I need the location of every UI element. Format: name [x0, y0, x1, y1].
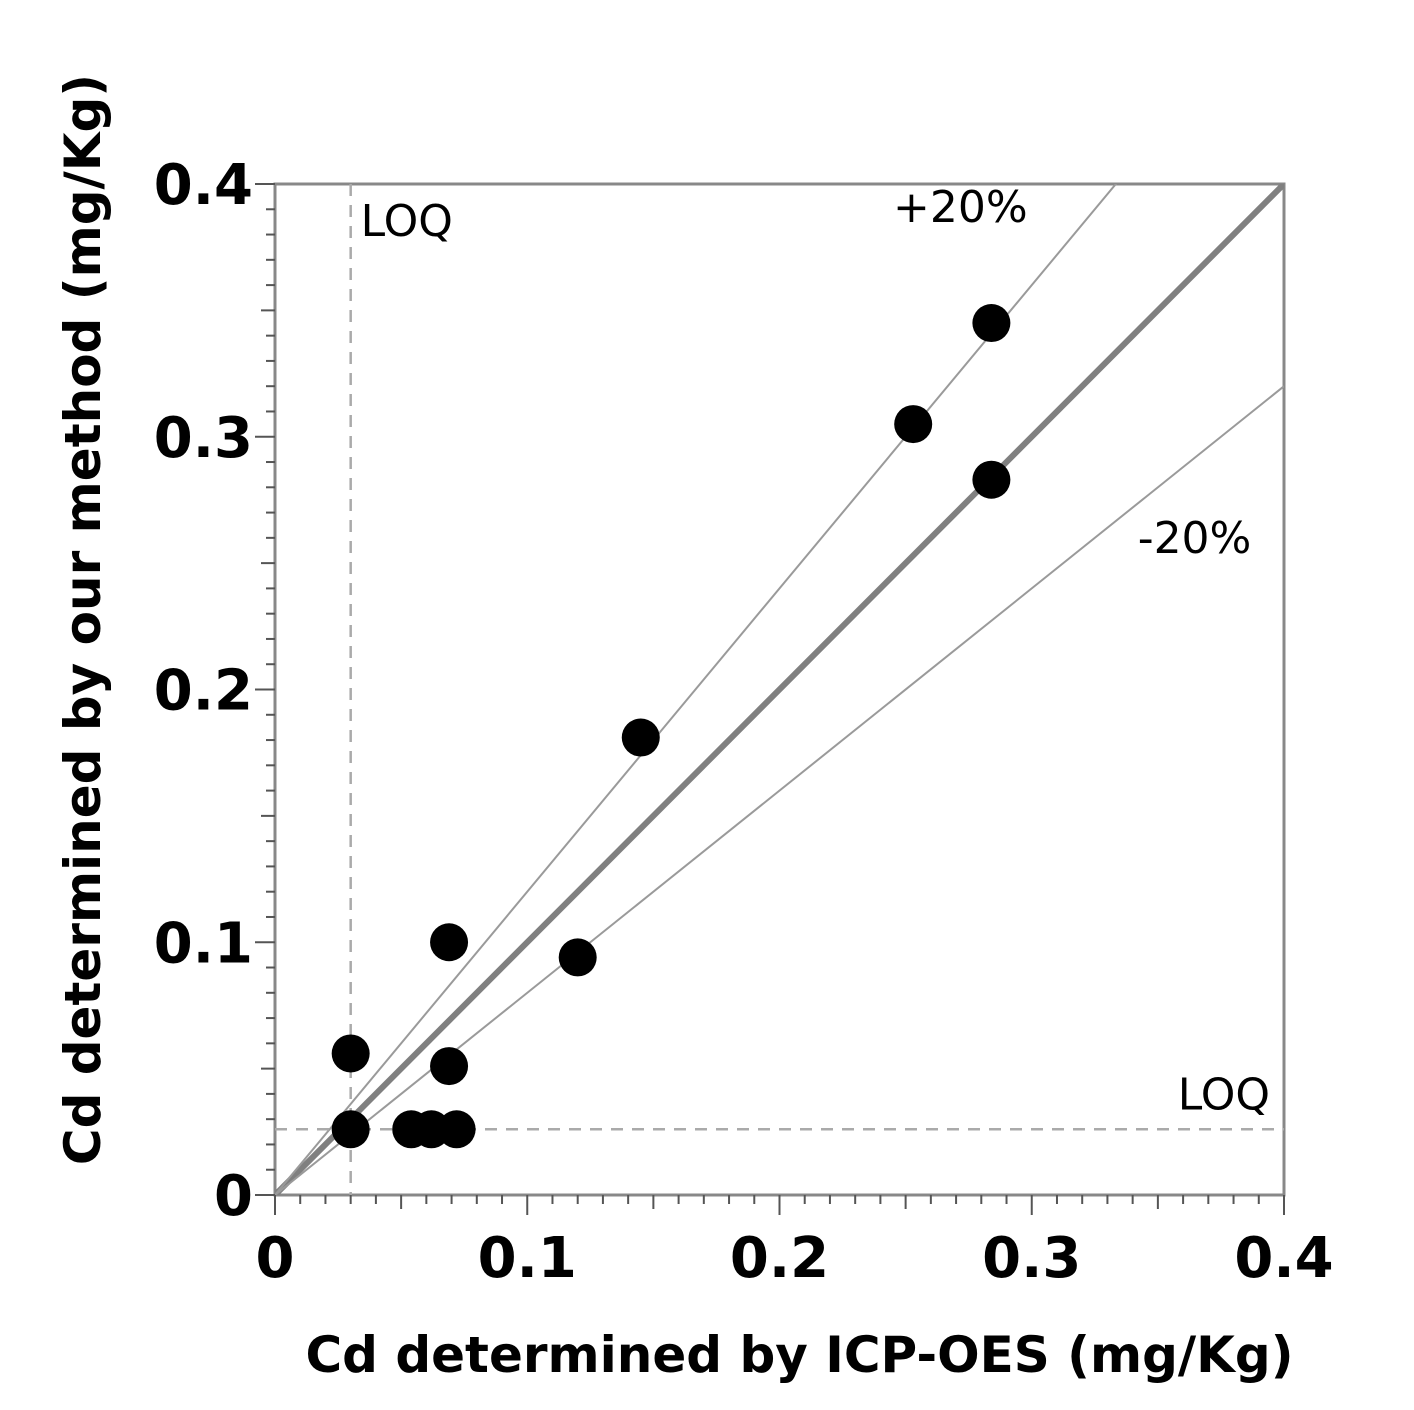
loq-vertical-label: LOQ — [361, 196, 453, 247]
x-tick-label: 0 — [256, 1226, 295, 1291]
x-tick-label: 0.3 — [982, 1226, 1081, 1291]
labels: 0 0.1 0.2 0.3 0.4 0 0.1 0.2 0.3 0.4 Cd determined … — [54, 74, 1334, 1384]
data-point — [437, 1110, 476, 1149]
y-tick-label: 0.3 — [154, 406, 253, 471]
y-tick-label: 0.1 — [154, 911, 253, 976]
data-point — [621, 718, 660, 757]
data-point — [331, 1110, 370, 1149]
reference-lines — [275, 184, 1284, 1195]
y-tick-label: 0 — [214, 1164, 253, 1229]
data-point — [972, 460, 1011, 499]
data-point — [430, 923, 469, 962]
plus-20-label: +20% — [893, 182, 1028, 233]
minus-20-label: -20% — [1138, 513, 1252, 564]
y-tick-label: 0.4 — [154, 153, 253, 218]
data-point — [331, 1034, 370, 1073]
identity-line — [275, 184, 1284, 1195]
x-tick-label: 0.2 — [730, 1226, 829, 1291]
data-point — [972, 304, 1011, 343]
plus-20-line — [275, 184, 1118, 1195]
x-axis-title: Cd determined by ICP-OES (mg/Kg) — [305, 1326, 1293, 1384]
loq-horizontal-label: LOQ — [1178, 1069, 1270, 1120]
data-point — [894, 405, 933, 444]
minus-20-line — [275, 385, 1284, 1195]
data-point — [558, 938, 597, 977]
y-tick-label: 0.2 — [154, 659, 253, 724]
data-point — [430, 1047, 469, 1086]
x-tick-label: 0.4 — [1234, 1226, 1333, 1291]
axis-ticks — [255, 183, 1285, 1215]
y-axis-title: Cd determined by our method (mg/Kg) — [54, 74, 112, 1165]
data-points — [331, 304, 1011, 1149]
x-tick-label: 0.1 — [478, 1226, 577, 1291]
